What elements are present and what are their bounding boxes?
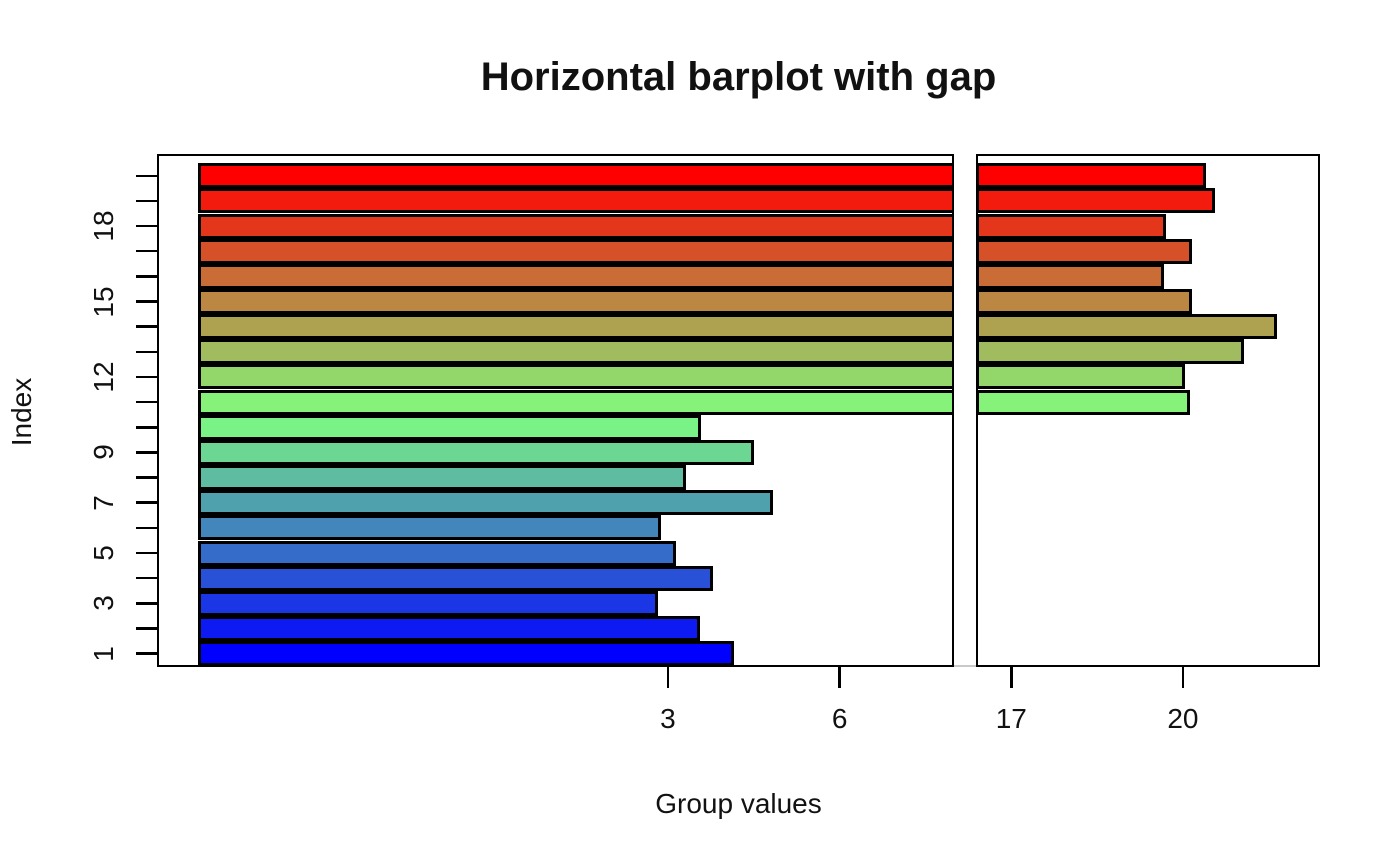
y-tick-label: 15 — [88, 285, 119, 318]
x-axis-title: Group values — [655, 788, 822, 819]
bar-segment — [198, 414, 701, 440]
x-tick-label: 6 — [831, 703, 848, 734]
bar-segment — [198, 188, 954, 214]
bar-segment — [976, 364, 1185, 390]
bar-segment — [198, 289, 954, 314]
bar-segment — [198, 238, 954, 264]
y-tick — [135, 426, 157, 429]
x-tick — [838, 667, 841, 689]
bar-segment — [976, 188, 1215, 214]
y-tick — [135, 325, 157, 328]
y-tick — [135, 400, 157, 404]
y-tick — [135, 652, 157, 655]
y-tick — [135, 174, 157, 177]
bar-segment — [198, 515, 661, 541]
y-tick — [135, 199, 157, 203]
x-tick-label: 3 — [660, 703, 676, 734]
bar-segment — [976, 263, 1165, 289]
plot-box-right — [976, 154, 1320, 668]
x-tick — [666, 667, 670, 689]
bar-segment — [976, 389, 1190, 415]
x-tick — [1010, 667, 1013, 689]
bar-segment — [198, 314, 954, 340]
y-tick — [135, 551, 157, 555]
bar-segment — [198, 339, 954, 365]
y-tick — [135, 275, 157, 278]
plot-box-left — [156, 154, 954, 668]
bar-segment — [198, 389, 954, 415]
y-tick — [135, 350, 157, 354]
y-tick-label: 18 — [88, 210, 119, 242]
bar-segment — [198, 590, 659, 616]
y-tick — [135, 602, 157, 605]
y-tick-label: 12 — [88, 361, 119, 393]
y-tick-label: 9 — [88, 444, 119, 461]
y-tick — [135, 476, 157, 479]
x-tick-label: 20 — [1167, 703, 1199, 734]
bar-segment — [198, 540, 676, 566]
bar-segment — [198, 565, 714, 591]
y-tick — [135, 526, 157, 530]
bar-segment — [198, 615, 700, 641]
y-tick — [135, 451, 157, 454]
bar-segment — [198, 641, 735, 667]
bar-segment — [976, 339, 1245, 365]
bar-segment — [198, 263, 954, 289]
chart-title: Horizontal barplot with gap — [480, 55, 997, 99]
bar-segment — [976, 314, 1277, 340]
bar-segment — [976, 238, 1193, 264]
y-tick — [135, 576, 157, 580]
bar-segment — [198, 213, 954, 239]
x-tick — [1181, 667, 1185, 689]
y-tick — [135, 249, 157, 253]
bar-segment — [198, 465, 686, 491]
bar-segment — [976, 213, 1166, 239]
y-tick — [135, 224, 157, 228]
bar-segment — [198, 364, 954, 390]
bar-segment — [976, 289, 1193, 314]
y-tick — [135, 300, 157, 303]
y-tick — [135, 627, 157, 630]
bar-segment — [198, 439, 754, 465]
bar-segment — [198, 163, 954, 189]
y-tick — [135, 501, 157, 504]
x-tick-label: 17 — [995, 703, 1027, 734]
y-tick — [135, 375, 157, 379]
axis-break-ghost-line — [953, 664, 977, 667]
bar-segment — [198, 490, 774, 516]
